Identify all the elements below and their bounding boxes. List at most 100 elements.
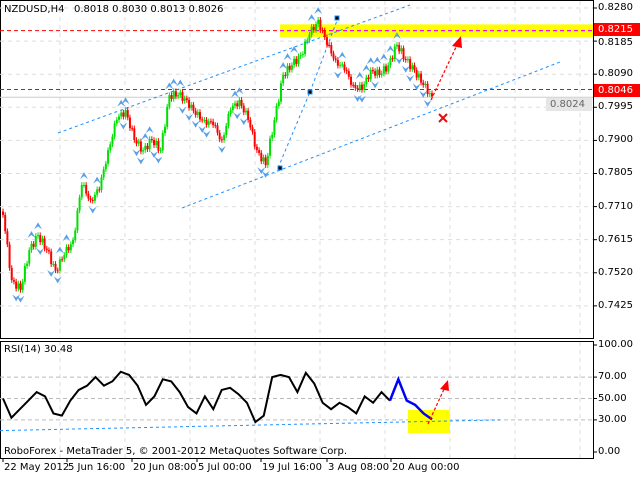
fractal-up-icon: [169, 78, 178, 86]
bull-candle: [142, 150, 145, 152]
fractal-down-icon: [371, 81, 380, 89]
bear-candle: [220, 139, 223, 141]
bull-candle: [111, 136, 114, 145]
bear-candle: [188, 99, 191, 108]
bear-candle: [43, 238, 46, 249]
bull-candle: [314, 24, 317, 31]
bull-candle: [358, 84, 361, 90]
bear-candle: [39, 235, 42, 243]
bull-candle: [109, 144, 112, 151]
bull-candle: [80, 184, 83, 198]
fractal-down-icon: [88, 206, 97, 214]
bear-candle: [409, 59, 412, 70]
fractal-down-icon: [16, 295, 25, 303]
price-tick-label: 0.7995: [598, 101, 633, 113]
bear-candle: [85, 184, 88, 194]
ohlc-label: 0.8018 0.8030 0.8013 0.8026: [74, 4, 224, 15]
fractal-down-icon: [154, 156, 163, 164]
fractal-down-icon: [47, 269, 56, 277]
bear-candle: [371, 70, 374, 72]
bear-candle: [422, 82, 425, 85]
bull-candle: [234, 103, 237, 106]
bull-candle: [428, 93, 431, 95]
price-tag: 0.8215: [594, 22, 640, 36]
fractal-down-icon: [119, 122, 128, 130]
bear-candle: [61, 259, 64, 261]
rsi-forecast-arrow-head-icon: [440, 380, 449, 391]
wave-point: [307, 89, 313, 95]
price-tick-label: 0.7805: [598, 167, 633, 179]
bear-candle: [98, 189, 101, 191]
channel-line: [57, 4, 411, 134]
bear-candle: [240, 99, 243, 106]
fractal-down-icon: [191, 120, 200, 128]
channel-line: [277, 91, 311, 169]
fractal-down-icon: [412, 83, 421, 91]
fractal-up-icon: [283, 53, 292, 61]
bear-candle: [360, 84, 363, 90]
rsi-label: RSI(14) 30.48: [4, 344, 73, 355]
rsi-tick-label: 70.00: [598, 371, 627, 383]
bull-candle: [34, 235, 37, 247]
bull-candle: [76, 210, 79, 231]
time-tick-label: 5 Jun 16:00: [68, 462, 126, 473]
fractal-down-icon: [406, 74, 415, 82]
fractal-up-icon: [34, 222, 43, 230]
bull-candle: [400, 48, 403, 52]
fractal-up-icon: [55, 246, 64, 254]
fractal-down-icon: [202, 130, 211, 138]
bull-candle: [269, 138, 272, 156]
bear-candle: [251, 127, 254, 132]
bear-candle: [350, 76, 353, 85]
time-tick-label: 5 Jul 00:00: [198, 462, 252, 473]
bear-candle: [249, 119, 252, 128]
fractal-up-icon: [366, 57, 375, 65]
bull-candle: [26, 263, 29, 266]
price-tag: 0.8046: [594, 83, 640, 97]
bear-candle: [347, 71, 350, 77]
fractal-down-icon: [150, 150, 159, 158]
fractal-up-icon: [362, 64, 371, 72]
bull-candle: [155, 140, 158, 146]
bull-candle: [227, 114, 230, 126]
bull-candle: [382, 66, 385, 74]
fractal-down-icon: [53, 276, 62, 284]
bear-candle: [312, 26, 315, 31]
bull-candle: [100, 177, 103, 190]
bear-candle: [323, 30, 326, 38]
bear-candle: [67, 247, 70, 251]
bull-candle: [424, 83, 427, 85]
fractal-down-icon: [36, 247, 45, 255]
bull-candle: [262, 157, 265, 162]
wave-point: [277, 165, 283, 171]
bull-candle: [231, 105, 234, 111]
bear-candle: [91, 199, 94, 201]
bear-candle: [10, 267, 13, 281]
bear-candle: [170, 95, 173, 99]
bull-candle: [369, 70, 372, 80]
bull-candle: [271, 134, 274, 139]
bull-candle: [137, 141, 140, 144]
rsi-tick-label: 30.00: [598, 413, 627, 425]
fractal-up-icon: [121, 97, 130, 105]
bull-candle: [41, 238, 44, 243]
bear-candle: [131, 128, 134, 130]
bear-candle: [374, 71, 377, 76]
bear-candle: [391, 58, 394, 60]
bear-candle: [354, 84, 357, 88]
bear-candle: [4, 214, 7, 232]
fractal-down-icon: [217, 145, 226, 153]
bear-candle: [284, 74, 287, 76]
fractal-up-icon: [314, 7, 323, 15]
bear-candle: [295, 58, 298, 64]
bear-candle: [205, 119, 208, 125]
bull-candle: [177, 95, 180, 97]
bear-candle: [253, 131, 256, 147]
bear-candle: [260, 152, 263, 162]
bull-candle: [301, 54, 304, 56]
price-tick-label: 0.7900: [598, 134, 633, 146]
fractal-down-icon: [333, 71, 342, 79]
bear-candle: [12, 280, 15, 282]
bull-candle: [376, 69, 379, 76]
